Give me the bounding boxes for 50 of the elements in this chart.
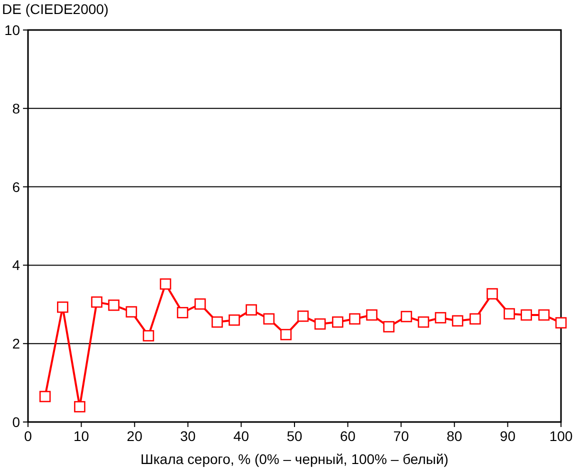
point <box>74 401 86 412</box>
point <box>246 304 257 316</box>
point <box>228 314 240 326</box>
point <box>108 300 120 311</box>
point <box>314 318 326 330</box>
point <box>520 309 532 321</box>
y-axis-title: DE (CIEDE2000) <box>2 1 109 17</box>
x-tick-label: 80 <box>446 428 462 444</box>
point <box>297 310 309 322</box>
point <box>280 328 292 340</box>
y-tick-label: 2 <box>12 336 20 352</box>
x-tick-label: 30 <box>180 428 196 444</box>
y-tick-label: 6 <box>12 178 20 195</box>
point <box>470 313 481 325</box>
point <box>142 330 154 342</box>
point <box>349 313 360 325</box>
x-tick-label: 40 <box>233 428 250 444</box>
point <box>418 316 430 328</box>
point <box>91 296 102 308</box>
point <box>160 278 172 290</box>
x-tick-label: 0 <box>24 428 32 444</box>
x-tick-label: 100 <box>549 428 573 444</box>
y-tick-label: 4 <box>12 257 20 274</box>
point <box>39 390 51 402</box>
point <box>538 309 550 321</box>
x-axis-title: Шкала серого, % (0% – черный, 100% – белый) <box>140 451 448 467</box>
point <box>504 308 515 320</box>
point <box>555 317 567 328</box>
x-tick-label: 50 <box>286 428 302 444</box>
x-tick-label: 20 <box>126 428 143 444</box>
y-tick-label: 0 <box>12 414 20 430</box>
point <box>434 312 446 324</box>
point <box>486 288 498 300</box>
x-tick-label: 70 <box>393 428 410 444</box>
point <box>263 313 275 325</box>
point <box>383 321 394 332</box>
point <box>212 316 223 328</box>
point <box>332 316 344 328</box>
y-tick-label: 8 <box>12 100 20 116</box>
x-tick-label: 10 <box>74 428 90 444</box>
point <box>126 306 138 318</box>
point <box>366 309 378 321</box>
point <box>194 298 206 310</box>
point <box>452 315 464 327</box>
point <box>56 301 68 313</box>
x-tick-label: 60 <box>340 428 356 444</box>
x-tick-label: 90 <box>500 428 516 444</box>
point <box>400 310 412 322</box>
y-tick-label: 10 <box>4 22 20 38</box>
point <box>176 306 188 318</box>
